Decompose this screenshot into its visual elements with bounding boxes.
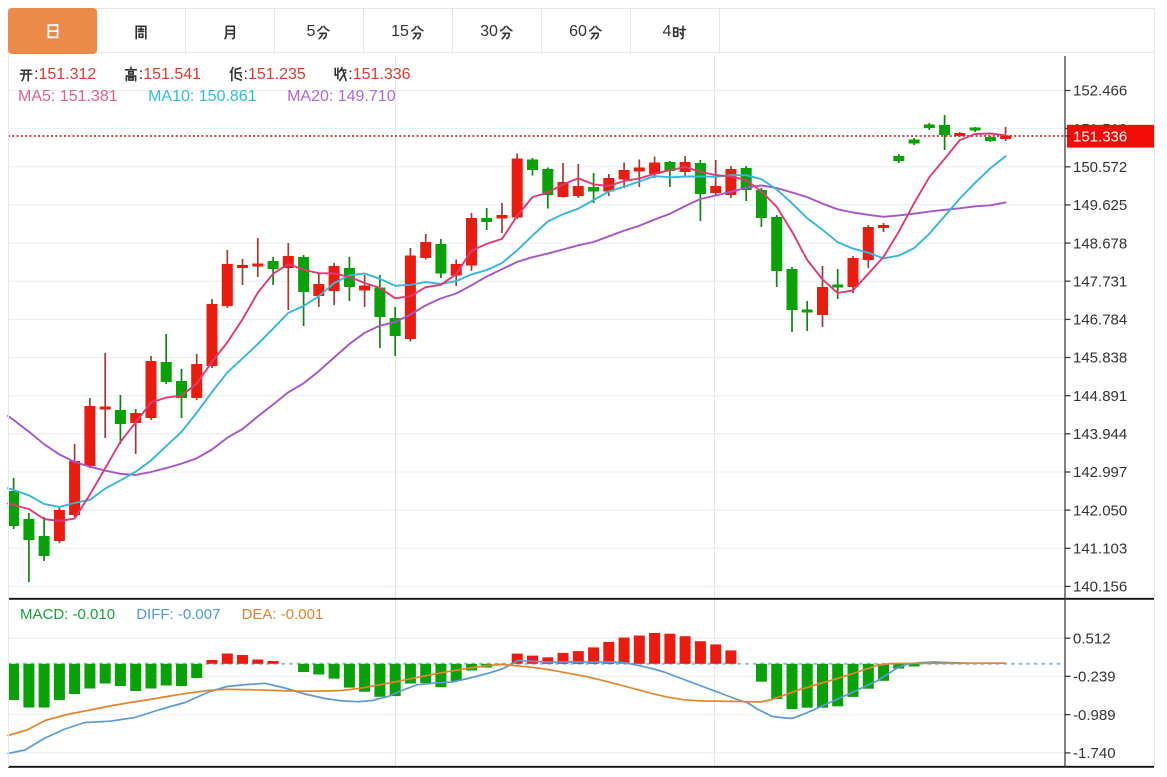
svg-text:140.156: 140.156 [1073,579,1127,596]
svg-text:142.050: 142.050 [1073,502,1127,519]
svg-text:141.103: 141.103 [1073,541,1127,558]
svg-text:144.891: 144.891 [1073,388,1127,405]
svg-text:-0.989: -0.989 [1073,707,1116,724]
svg-text:-1.740: -1.740 [1073,745,1116,762]
svg-text:142.997: 142.997 [1073,464,1127,481]
svg-text:-0.239: -0.239 [1073,669,1116,686]
svg-text:152.466: 152.466 [1073,83,1127,100]
svg-text:151.336: 151.336 [1073,128,1127,145]
svg-text:150.572: 150.572 [1073,159,1127,176]
svg-text:149.625: 149.625 [1073,197,1127,214]
svg-text:146.784: 146.784 [1073,312,1127,329]
svg-text:0.512: 0.512 [1073,630,1111,647]
svg-text:143.944: 143.944 [1073,426,1127,443]
svg-text:148.678: 148.678 [1073,235,1127,252]
svg-text:145.838: 145.838 [1073,350,1127,367]
svg-text:147.731: 147.731 [1073,273,1127,290]
